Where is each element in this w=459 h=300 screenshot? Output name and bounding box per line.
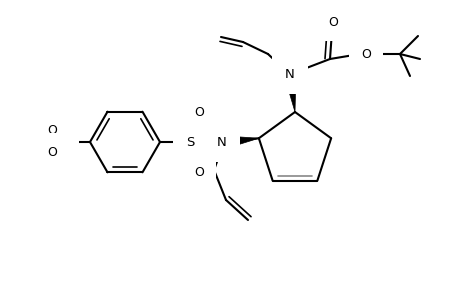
Polygon shape — [226, 136, 258, 148]
Text: O: O — [47, 146, 57, 158]
Text: O: O — [194, 166, 203, 178]
Text: N: N — [217, 136, 226, 148]
Text: O: O — [327, 16, 337, 28]
Polygon shape — [284, 73, 295, 112]
Text: S: S — [185, 136, 194, 148]
Text: O: O — [360, 47, 370, 61]
Text: O: O — [47, 124, 57, 136]
Text: N: N — [285, 68, 294, 80]
Text: N: N — [57, 134, 67, 148]
Text: O: O — [194, 106, 203, 118]
